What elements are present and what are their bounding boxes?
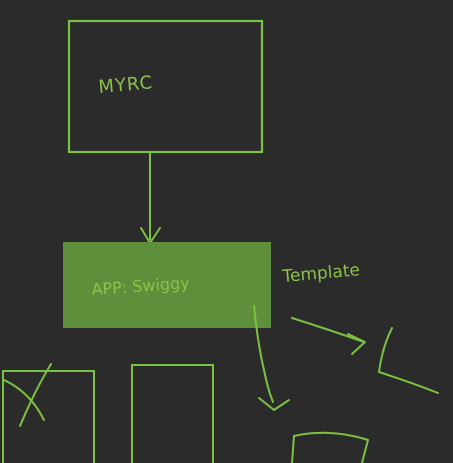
template-label: Template <box>281 260 361 287</box>
bottom-middle-box <box>131 364 214 463</box>
curved-arrow-head-icon <box>258 397 290 411</box>
bottom-right-sketch-left <box>291 435 295 463</box>
myrc-box <box>67 19 264 154</box>
app-box <box>63 242 271 328</box>
arrow-right-line <box>291 317 365 343</box>
bottom-right-sketch-top <box>293 431 369 463</box>
cross-stroke-1 <box>3 379 45 421</box>
curved-arrow-line <box>253 305 274 403</box>
cross-stroke-2 <box>19 363 52 427</box>
myrc-label: MYRC <box>98 72 154 98</box>
arrow-right-head-icon <box>347 333 366 355</box>
bracket-shape <box>377 327 439 394</box>
crossed-box <box>2 370 95 463</box>
